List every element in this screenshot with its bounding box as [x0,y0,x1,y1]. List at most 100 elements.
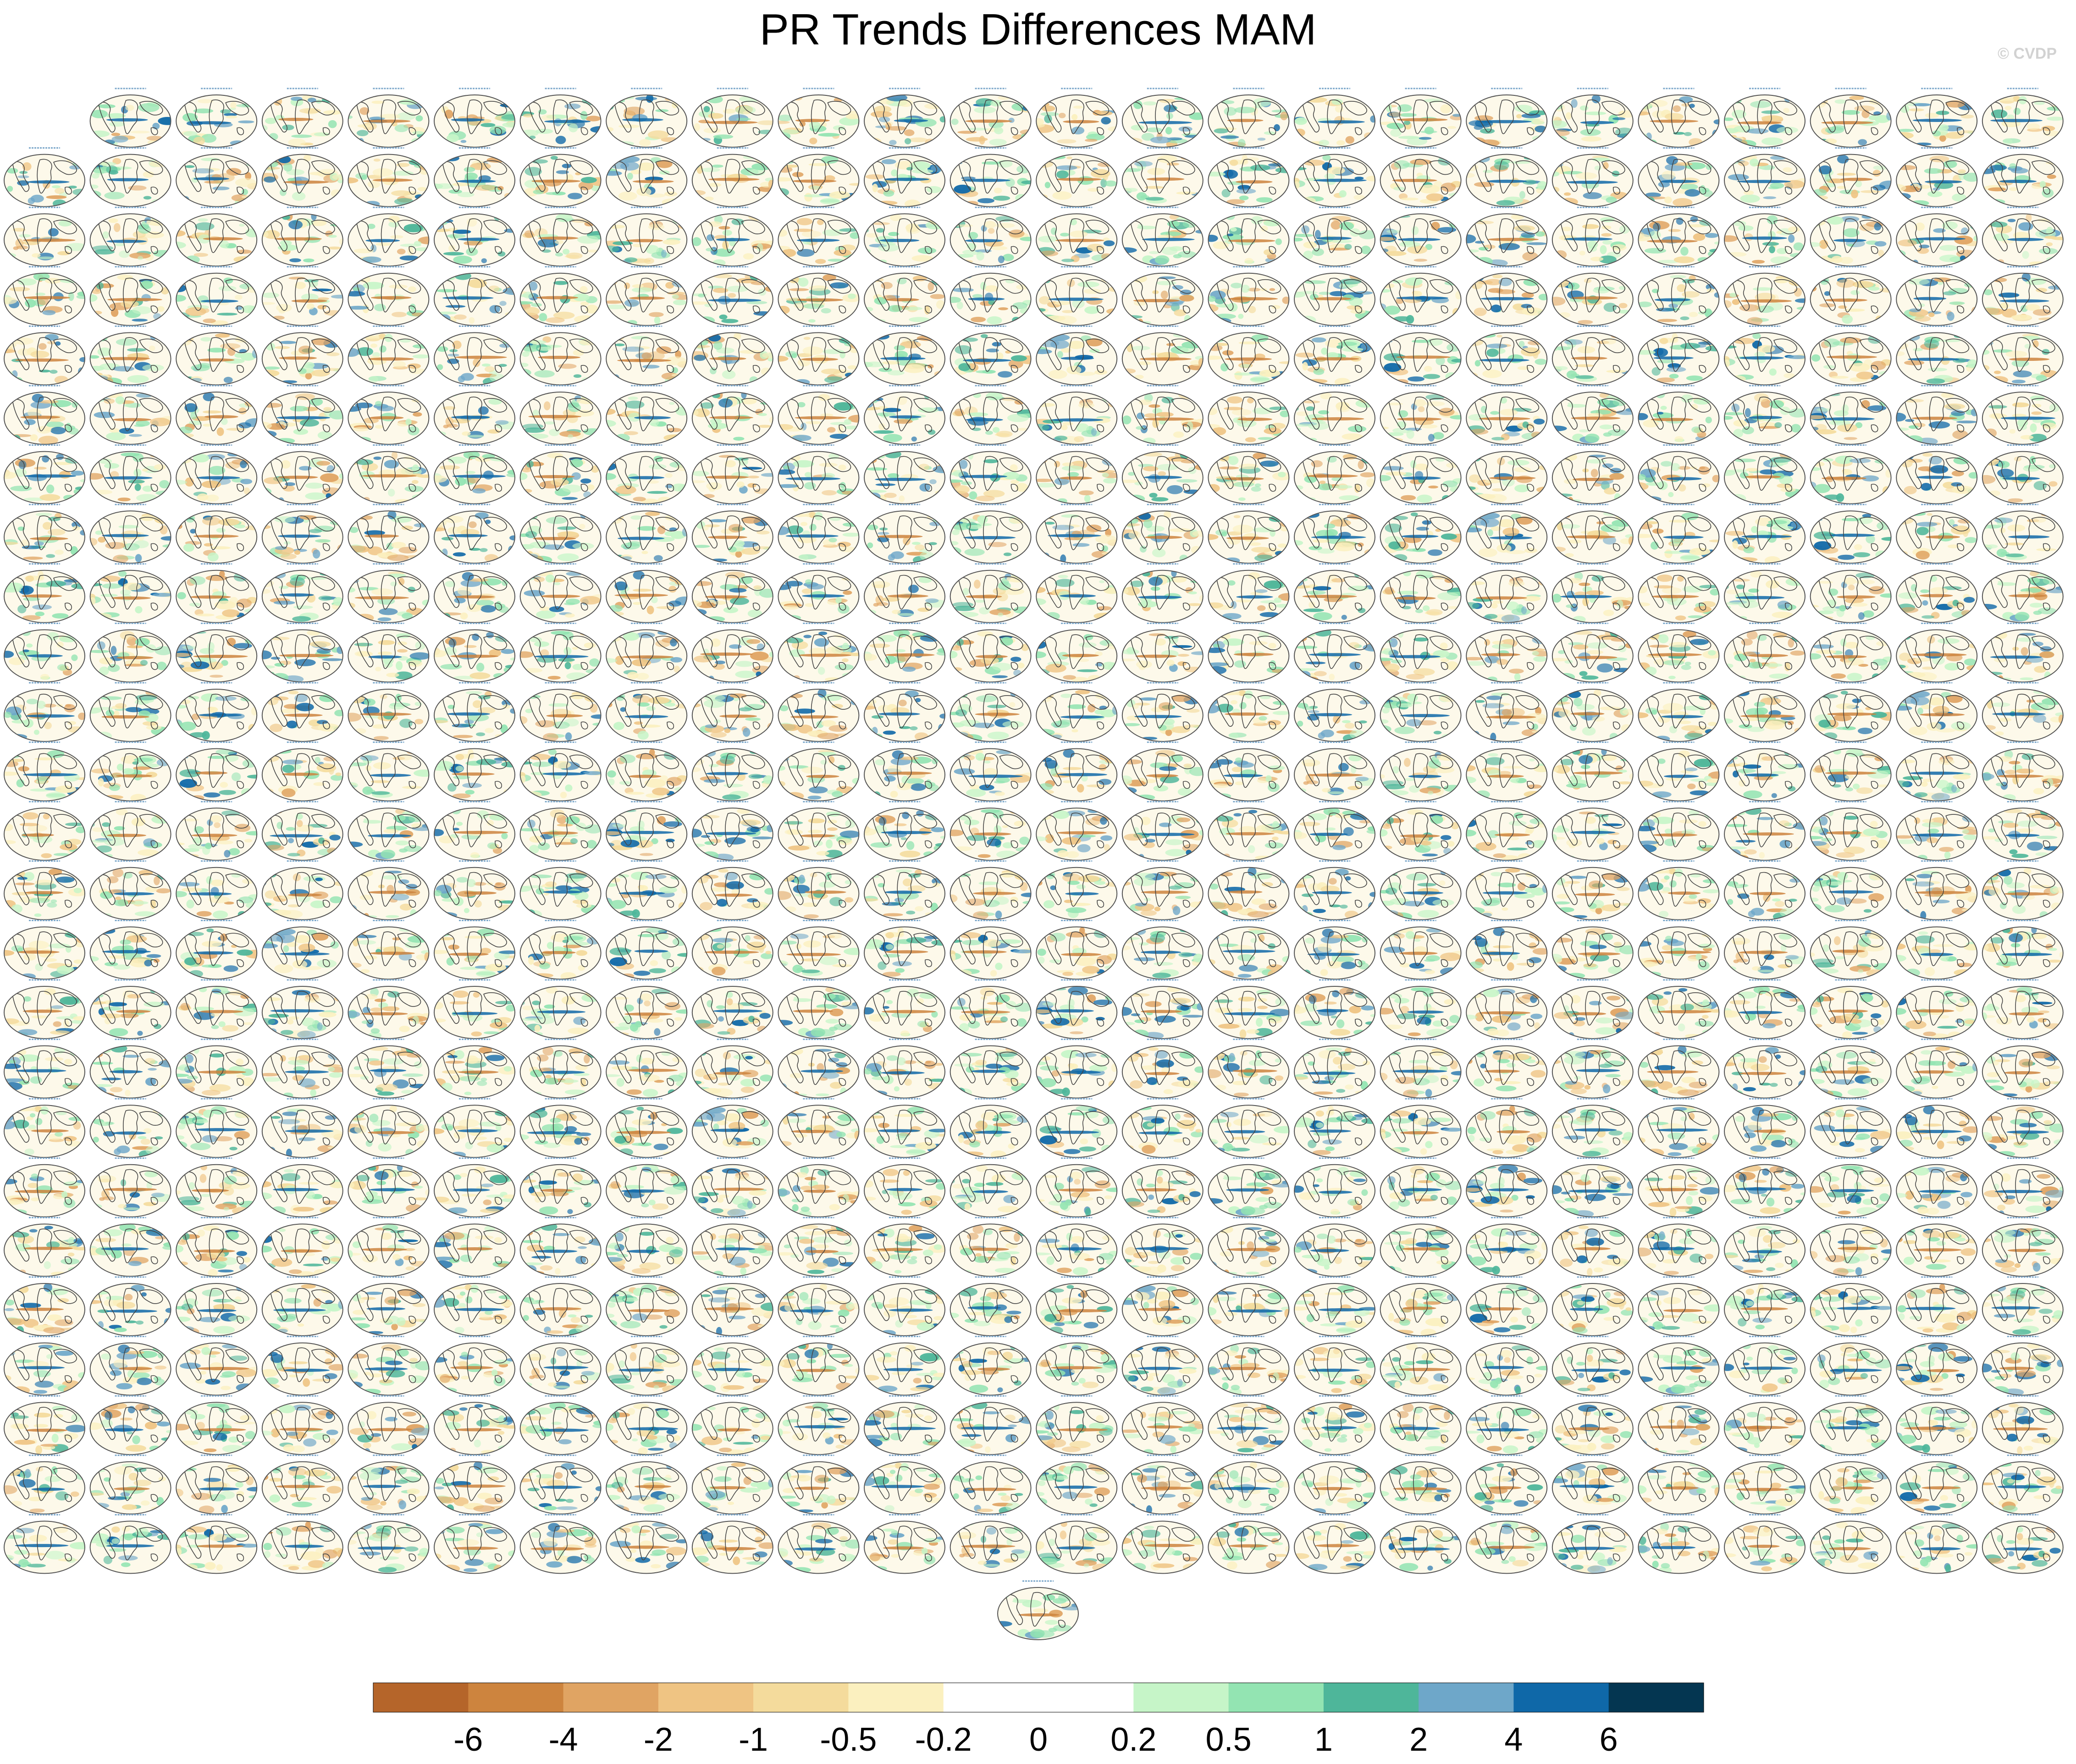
map-panel-r5-c2 [176,385,258,445]
map-panel-r1-c16 [1380,147,1462,207]
map-panel-r9-c5 [434,622,515,683]
map-panel-r4-c0 [4,325,85,386]
colorbar-tick-label: -0.5 [820,1721,877,1758]
colorbar-box-6 [943,1683,1039,1712]
map-panel-r3-c23 [1982,266,2064,326]
map-panel-r9-c11 [950,622,1032,683]
map-panel-r2-c8 [691,206,773,267]
colorbar-tick-label: -6 [453,1721,483,1758]
map-panel-r6-c21 [1810,444,1892,504]
map-panel-r1-c3 [261,147,343,207]
map-panel-r8-c17 [1466,563,1548,623]
map-panel-r2-c5 [434,206,515,267]
map-panel-r5-c22 [1896,385,1978,445]
map-panel-r5-c0 [4,385,85,445]
map-panel-r6-c13 [1121,444,1204,504]
colorbar-box-1 [468,1683,564,1712]
map-panel-r8-c13 [1121,563,1204,623]
colorbar-box-8 [1133,1683,1229,1712]
map-panel-r2-c3 [261,206,343,267]
map-panel-r7-c23 [1982,503,2064,564]
map-panel-r0-c10 [864,88,945,148]
map-panel-r4-c6 [519,325,602,386]
map-panel-r8-c14 [1208,563,1290,623]
map-panel-r1-c4 [348,147,430,207]
map-panel-r0-c11 [950,88,1032,148]
colorbar-box-5 [848,1683,944,1712]
map-panel-r5-c18 [1551,385,1634,445]
map-panel-r0-c5 [434,88,515,148]
colorbar-tick-label: 1 [1314,1721,1333,1758]
colorbar-box-0 [373,1683,469,1712]
map-panel-r6-c14 [1208,444,1290,504]
map-panel-r2-c23 [1982,206,2064,267]
watermark: © CVDP [1998,45,2057,62]
colorbar-tick-label: -1 [739,1721,768,1758]
map-panel-r5-c17 [1466,385,1548,445]
map-panel-r4-c8 [691,325,773,386]
map-panel-r6-c2 [176,444,258,504]
colorbar-tick-label: 4 [1504,1721,1523,1758]
map-panel-r5-c12 [1036,385,1118,445]
map-panel-r9-c16 [1380,622,1462,683]
map-panel-r1-c6 [519,147,602,207]
map-panel-r5-c16 [1380,385,1462,445]
map-panel-r3-c0 [4,266,85,326]
map-panel-r6-c3 [261,444,343,504]
map-panel-r2-c14 [1208,206,1290,267]
colorbar-box-2 [563,1683,659,1712]
map-panel-r7-c13 [1121,503,1204,564]
map-panel-r9-c23 [1982,622,2064,683]
map-panel-grid [4,88,2064,1640]
map-panel-r0-c6 [519,88,602,148]
map-panel-r4-c10 [864,325,945,386]
map-panel-r2-c0 [4,206,85,267]
map-panel-r7-c2 [176,503,258,564]
map-panel-r6-c4 [348,444,430,504]
map-panel-r4-c22 [1896,325,1978,386]
map-panel-r10-c1 [89,682,171,742]
map-panel-r6-c9 [778,444,860,504]
map-panel-r4-c14 [1208,325,1290,386]
map-panel-r1-c12 [1036,147,1118,207]
map-panel-r1-c0 [4,147,85,207]
map-panel-r2-c19 [1638,206,1720,267]
map-panel-r7-c3 [261,503,343,564]
map-panel-r6-c8 [691,444,773,504]
map-panel-r2-c17 [1466,206,1548,267]
map-panel-r3-c1 [89,266,171,326]
map-panel-r3-c4 [348,266,430,326]
map-panel-r4-c2 [176,325,258,386]
map-panel-r0-c20 [1724,88,1805,148]
map-panel-r0-c14 [1208,88,1290,148]
map-panel-r7-c0 [4,503,85,564]
map-panel-r8-c2 [176,563,258,623]
map-panel-r9-c7 [606,622,688,683]
map-panel-r6-c15 [1294,444,1375,504]
map-panel-r4-c3 [261,325,343,386]
map-panel-r0-c23 [1982,88,2064,148]
map-panel-r2-c11 [950,206,1032,267]
map-panel-r6-c22 [1896,444,1978,504]
colorbar-tick-label: -4 [549,1721,578,1758]
map-panel-r6-c10 [864,444,945,504]
map-panel-r7-c1 [89,503,171,564]
map-panel-r3-c11 [950,266,1032,326]
colorbar-box-11 [1419,1683,1514,1712]
map-panel-r4-c7 [606,325,688,386]
map-panel-r8-c16 [1380,563,1462,623]
map-panel-r0-c9 [778,88,860,148]
map-panel-r7-c17 [1466,503,1548,564]
map-panel-r7-c9 [778,503,860,564]
map-panel-r4-c4 [348,325,430,386]
map-panel-r4-c11 [950,325,1032,386]
map-panel-r3-c19 [1638,266,1720,326]
map-panel-r1-c23 [1982,147,2064,207]
map-panel-r9-c4 [348,622,430,683]
map-panel-r0-c3 [261,88,343,148]
map-panel-r3-c22 [1896,266,1978,326]
map-panel-r10-c0 [4,682,85,742]
map-panel-r5-c6 [519,385,602,445]
map-panel-r5-c11 [950,385,1032,445]
map-panel-r0-c19 [1638,88,1720,148]
